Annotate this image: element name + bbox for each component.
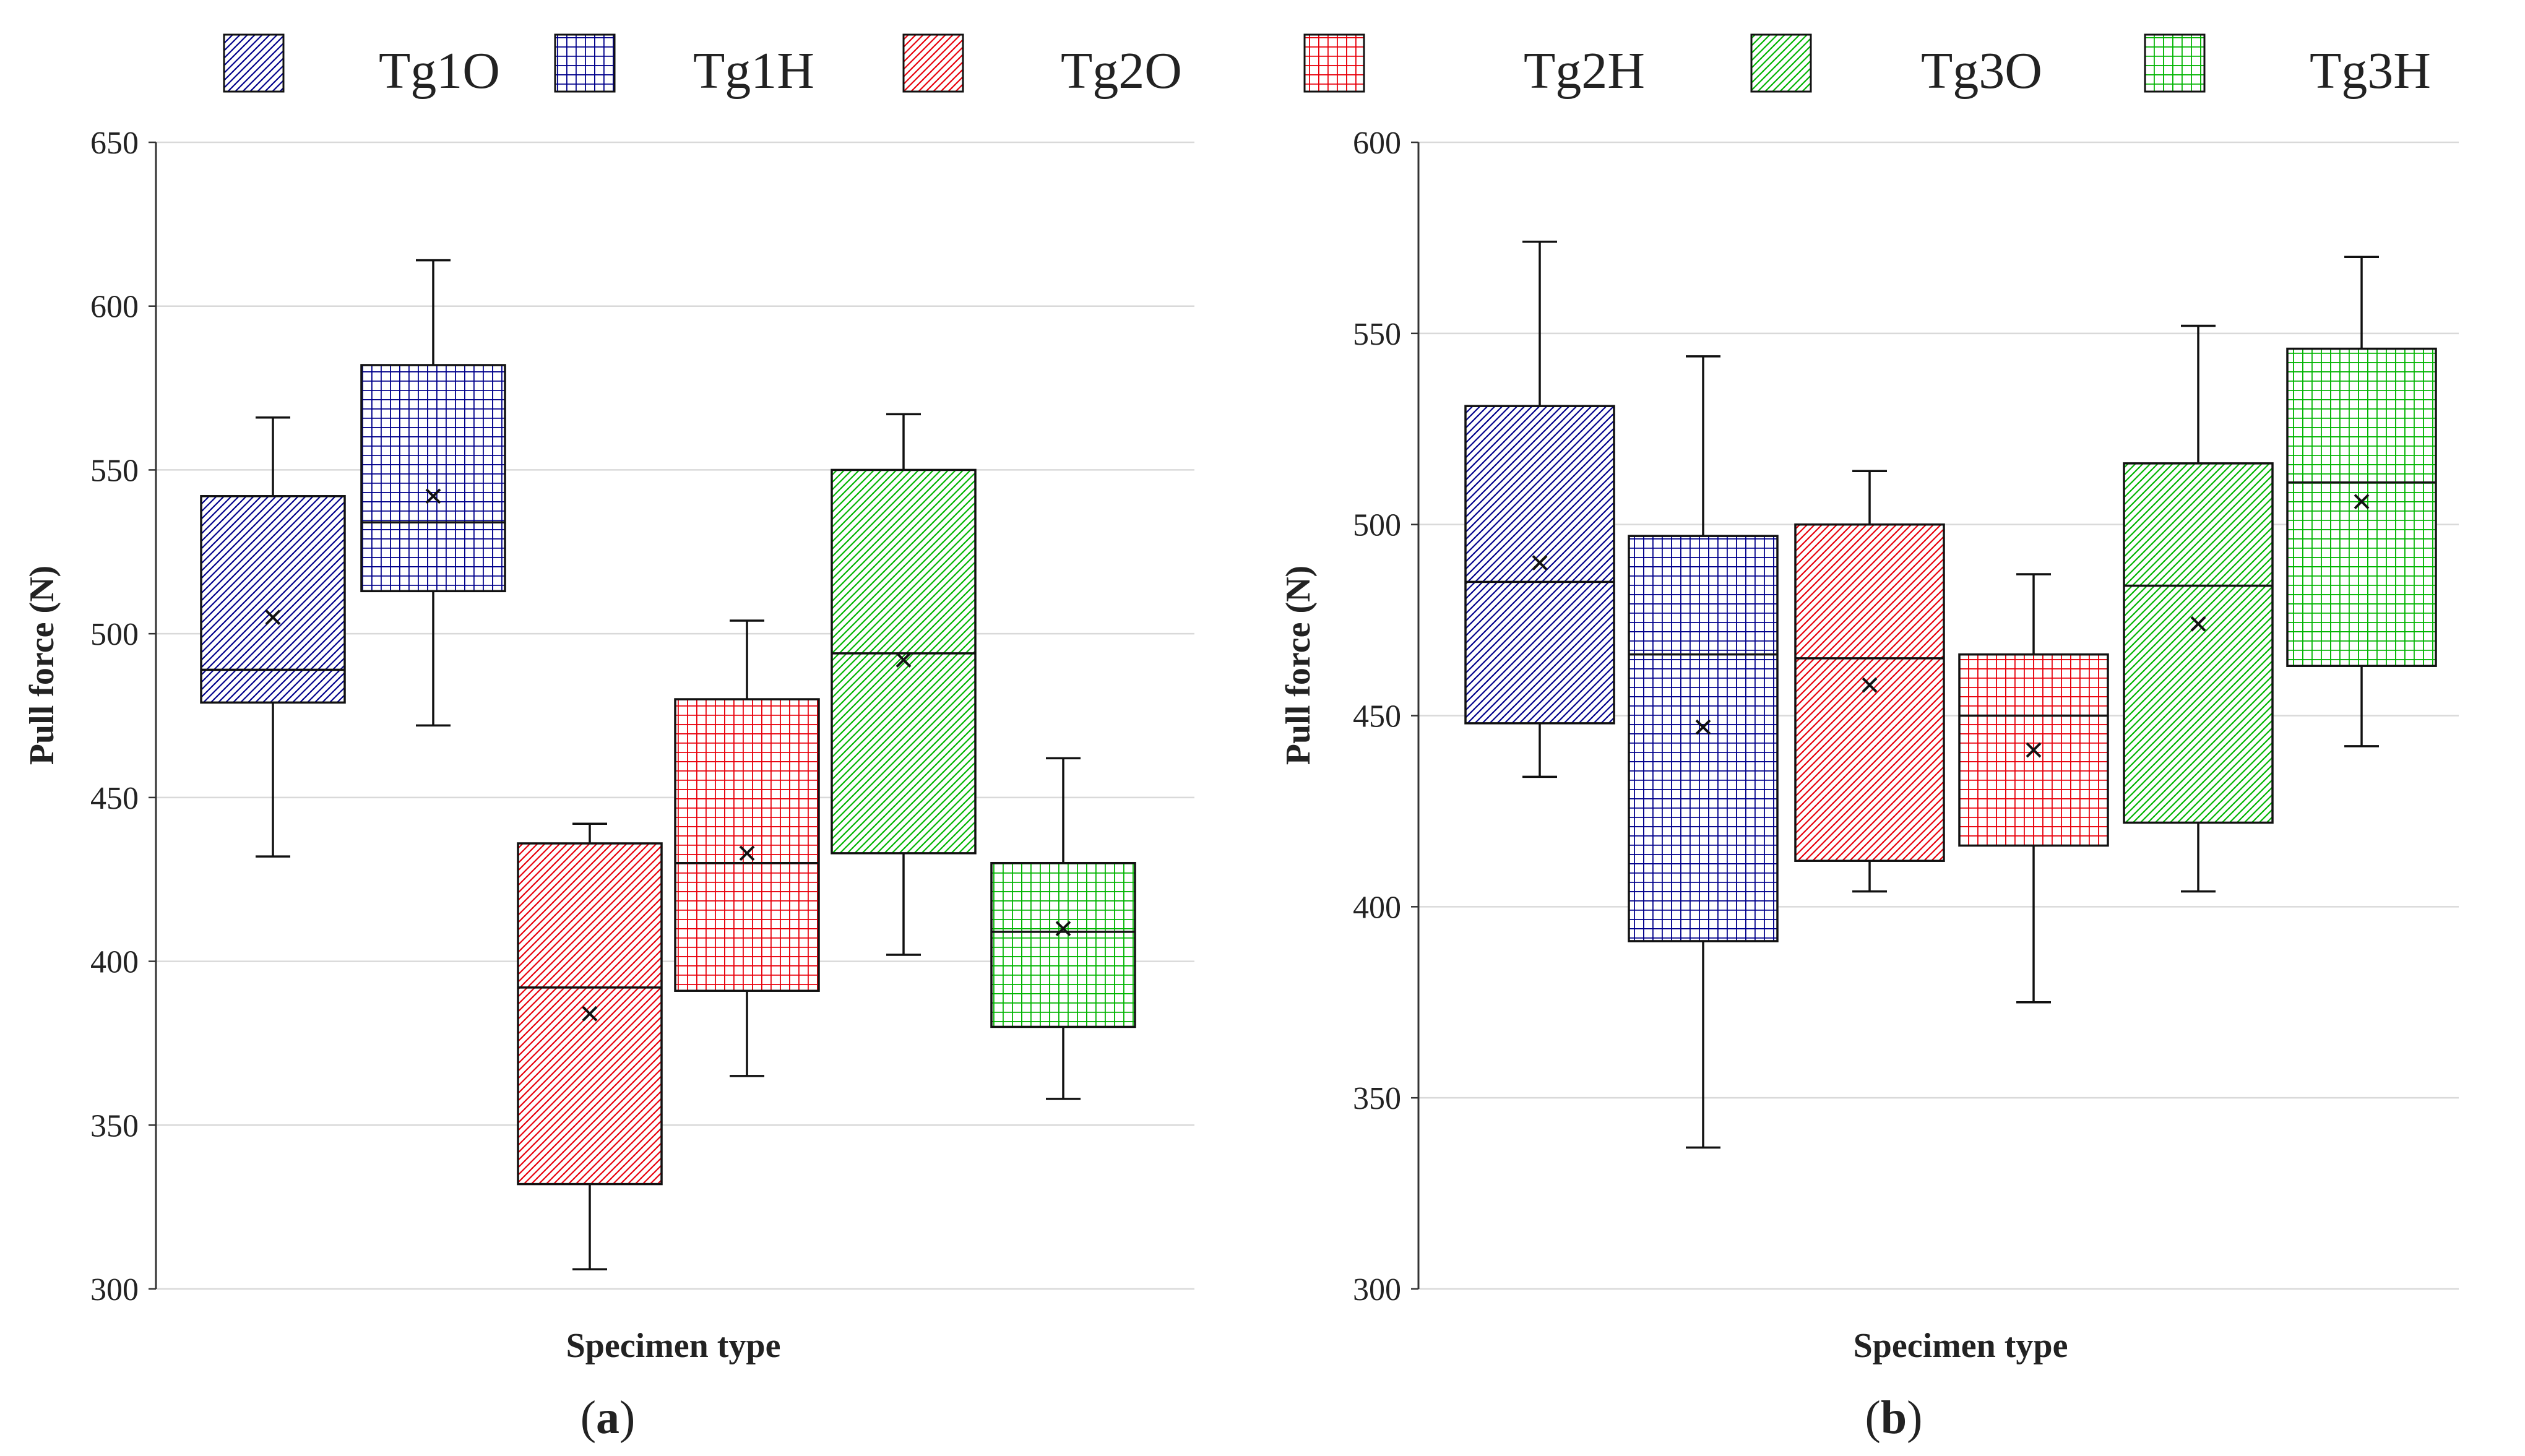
mean-marker	[739, 845, 755, 861]
box-tg1o-a	[200, 416, 346, 858]
legend-swatch-tg3h	[2144, 33, 2206, 93]
y-tick-label-b-400: 400	[1353, 890, 1401, 925]
y-tick-label-b-600: 600	[1353, 126, 1401, 161]
box-tg2o-a	[517, 822, 663, 1270]
iqr-box	[990, 861, 1136, 1028]
y-tick-label-b-300: 300	[1353, 1272, 1401, 1307]
iqr-box	[2286, 347, 2437, 667]
legend-label-tg3h: Tg3H	[2310, 42, 2431, 100]
mean-marker	[896, 652, 912, 668]
boxes-b	[1464, 240, 2437, 1149]
y-axis-title-b: Pull force (N)	[1279, 566, 1318, 765]
iqr-box	[1628, 535, 1779, 942]
y-tick-label-b-550: 550	[1353, 317, 1401, 352]
y-tick-label-a-600: 600	[90, 290, 139, 325]
iqr-box	[200, 495, 346, 704]
legend-label-tg1o: Tg1O	[379, 42, 500, 100]
box-tg3o-a	[831, 413, 977, 956]
box-tg2h-a	[674, 619, 820, 1077]
legend-swatch-tg2o	[902, 33, 964, 93]
y-tick-label-b-350: 350	[1353, 1081, 1401, 1116]
iqr-box	[360, 364, 506, 593]
box-tg2h-b	[1958, 573, 2109, 1004]
panel-label-b: (b)	[1865, 1392, 1923, 1444]
x-axis-title-b: Specimen type	[1854, 1327, 2068, 1365]
box-tg1o-b	[1464, 240, 1615, 778]
box-tg1h-a	[360, 259, 506, 727]
legend-swatch-tg2h	[1303, 33, 1365, 93]
legend-label-tg1h: Tg1H	[693, 42, 814, 100]
iqr-box	[674, 698, 820, 992]
legend-label-tg2h: Tg2H	[1524, 42, 1645, 100]
mean-marker	[2354, 494, 2370, 510]
panel-label-a: (a)	[581, 1392, 636, 1444]
legend: Tg1O Tg1H Tg2O Tg2H Tg3O Tg3H	[223, 33, 2431, 100]
mean-marker	[425, 488, 441, 504]
box-tg3h-b	[2286, 256, 2437, 747]
iqr-box	[2123, 462, 2274, 824]
mean-marker	[2190, 616, 2206, 632]
y-tick-label-a-400: 400	[90, 945, 139, 980]
y-tick-label-a-300: 300	[90, 1272, 139, 1307]
mean-marker	[1862, 677, 1878, 693]
y-ticks-a: 300 350 400 450 500 550 600 650	[90, 126, 156, 1307]
mean-marker	[2026, 742, 2042, 758]
iqr-box	[1464, 405, 1615, 725]
y-tick-label-a-550: 550	[90, 453, 139, 488]
mean-marker	[1055, 921, 1071, 937]
legend-swatch-tg3o	[1750, 33, 1812, 93]
box-tg2o-b	[1794, 470, 1945, 893]
legend-label-tg2o: Tg2O	[1061, 42, 1182, 100]
y-tick-label-b-450: 450	[1353, 699, 1401, 734]
box-tg3o-b	[2123, 324, 2274, 893]
y-tick-label-a-450: 450	[90, 781, 139, 816]
chart-panel-b: 300 350 400 450 500 550 600 Pull force (N) Spe…	[1279, 126, 2459, 1444]
legend-label-tg3o: Tg3O	[1921, 42, 2042, 100]
mean-marker	[582, 1006, 598, 1022]
x-axis-title-a: Specimen type	[566, 1327, 781, 1365]
y-tick-label-a-350: 350	[90, 1108, 139, 1144]
mean-marker	[1532, 555, 1548, 571]
iqr-box	[1794, 523, 1945, 862]
y-tick-label-b-500: 500	[1353, 508, 1401, 543]
box-tg3h-a	[990, 757, 1136, 1100]
legend-swatch-tg1o	[223, 33, 285, 93]
y-axis-title-a: Pull force (N)	[23, 566, 61, 765]
y-ticks-b: 300 350 400 450 500 550 600	[1353, 126, 1418, 1307]
legend-swatch-tg1h	[554, 33, 616, 93]
y-tick-label-a-500: 500	[90, 617, 139, 652]
mean-marker	[1695, 719, 1711, 735]
box-tg1h-b	[1628, 355, 1779, 1149]
mean-marker	[265, 610, 281, 626]
y-tick-label-a-650: 650	[90, 126, 139, 161]
boxes-a	[200, 259, 1136, 1270]
